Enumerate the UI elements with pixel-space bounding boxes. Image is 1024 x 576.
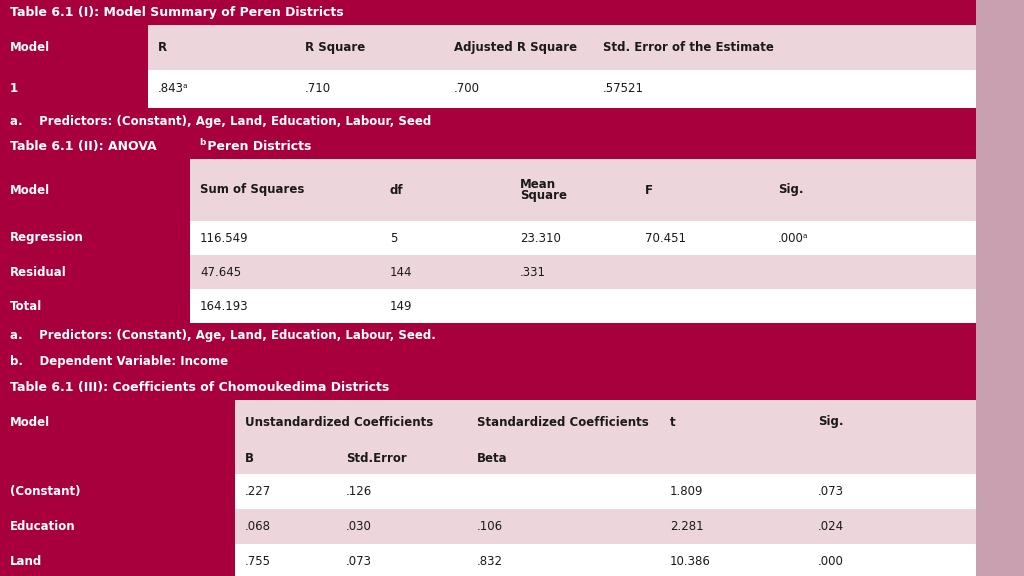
Text: .57521: .57521 [603,82,644,96]
Bar [0,25,148,70]
Bar [148,25,976,70]
Text: .024: .024 [818,520,844,533]
Text: Peren Districts: Peren Districts [203,140,311,153]
Bar [0,349,976,375]
Text: .073: .073 [818,485,844,498]
Text: Unstandardized Coefficients: Unstandardized Coefficients [245,415,433,429]
Bar [0,444,234,474]
Bar [234,474,976,509]
Bar [0,400,234,444]
Bar [0,0,976,25]
Text: R: R [158,41,167,54]
Text: Model: Model [10,184,50,196]
Text: .106: .106 [477,520,503,533]
Bar [0,375,976,400]
Text: .073: .073 [346,555,372,568]
Text: Standardized Coefficients: Standardized Coefficients [477,415,649,429]
Text: Model: Model [10,415,50,429]
Text: a.    Predictors: (Constant), Age, Land, Education, Labour, Seed.: a. Predictors: (Constant), Age, Land, Ed… [10,329,436,343]
Text: Square: Square [520,189,567,202]
Text: Land: Land [10,555,42,568]
Text: b.    Dependent Variable: Income: b. Dependent Variable: Income [10,355,228,369]
Text: 70.451: 70.451 [645,232,686,244]
Text: Sig.: Sig. [778,184,804,196]
Text: 5: 5 [390,232,397,244]
Text: Model: Model [10,41,50,54]
Text: Adjusted R Square: Adjusted R Square [454,41,578,54]
Text: Table 6.1 (II): ANOVA: Table 6.1 (II): ANOVA [10,140,157,153]
Text: 164.193: 164.193 [200,300,249,313]
Text: 149: 149 [390,300,413,313]
Text: .331: .331 [520,266,546,279]
Bar [190,255,976,289]
Text: (Constant): (Constant) [10,485,81,498]
Bar [0,134,976,159]
Text: .030: .030 [346,520,372,533]
Text: Mean: Mean [520,178,556,191]
Text: .000: .000 [818,555,844,568]
Bar [0,108,976,134]
Text: Sum of Squares: Sum of Squares [200,184,304,196]
Bar [190,221,976,255]
Text: Sig.: Sig. [818,415,844,429]
Text: .832: .832 [477,555,503,568]
Bar [0,474,234,509]
Bar [0,509,234,544]
Text: .000ᵃ: .000ᵃ [778,232,809,244]
Text: 1.809: 1.809 [670,485,703,498]
Text: F: F [645,184,653,196]
Text: B: B [245,453,254,465]
Text: 47.645: 47.645 [200,266,241,279]
Text: Residual: Residual [10,266,67,279]
Text: Beta: Beta [477,453,508,465]
Text: 2.281: 2.281 [670,520,703,533]
Text: .227: .227 [245,485,271,498]
Text: .710: .710 [305,82,331,96]
Text: t: t [670,415,676,429]
Text: .843ᵃ: .843ᵃ [158,82,188,96]
Bar [190,159,976,221]
Text: 23.310: 23.310 [520,232,561,244]
Text: Std.Error: Std.Error [346,453,407,465]
Bar [234,544,976,576]
Bar [976,0,1024,576]
Text: .700: .700 [454,82,480,96]
Text: 116.549: 116.549 [200,232,249,244]
Bar [0,544,234,576]
Bar [234,509,976,544]
Bar [190,289,976,323]
Text: Std. Error of the Estimate: Std. Error of the Estimate [603,41,774,54]
Text: .068: .068 [245,520,271,533]
Bar [0,289,190,323]
Text: 144: 144 [390,266,413,279]
Bar [0,323,976,349]
Bar [0,70,148,108]
Text: b: b [200,138,206,147]
Text: Regression: Regression [10,232,84,244]
Bar [0,159,190,221]
Text: 10.386: 10.386 [670,555,711,568]
Text: df: df [390,184,403,196]
Bar [0,255,190,289]
Text: a.    Predictors: (Constant), Age, Land, Education, Labour, Seed: a. Predictors: (Constant), Age, Land, Ed… [10,115,431,127]
Bar [234,444,976,474]
Text: Table 6.1 (I): Model Summary of Peren Districts: Table 6.1 (I): Model Summary of Peren Di… [10,6,344,19]
Text: Table 6.1 (III): Coefficients of Chomoukedima Districts: Table 6.1 (III): Coefficients of Chomouk… [10,381,389,394]
Bar [148,70,976,108]
Text: Education: Education [10,520,76,533]
Text: 1: 1 [10,82,18,96]
Text: .126: .126 [346,485,373,498]
Text: Total: Total [10,300,42,313]
Bar [0,221,190,255]
Text: R Square: R Square [305,41,366,54]
Text: .755: .755 [245,555,271,568]
Bar [234,400,976,444]
